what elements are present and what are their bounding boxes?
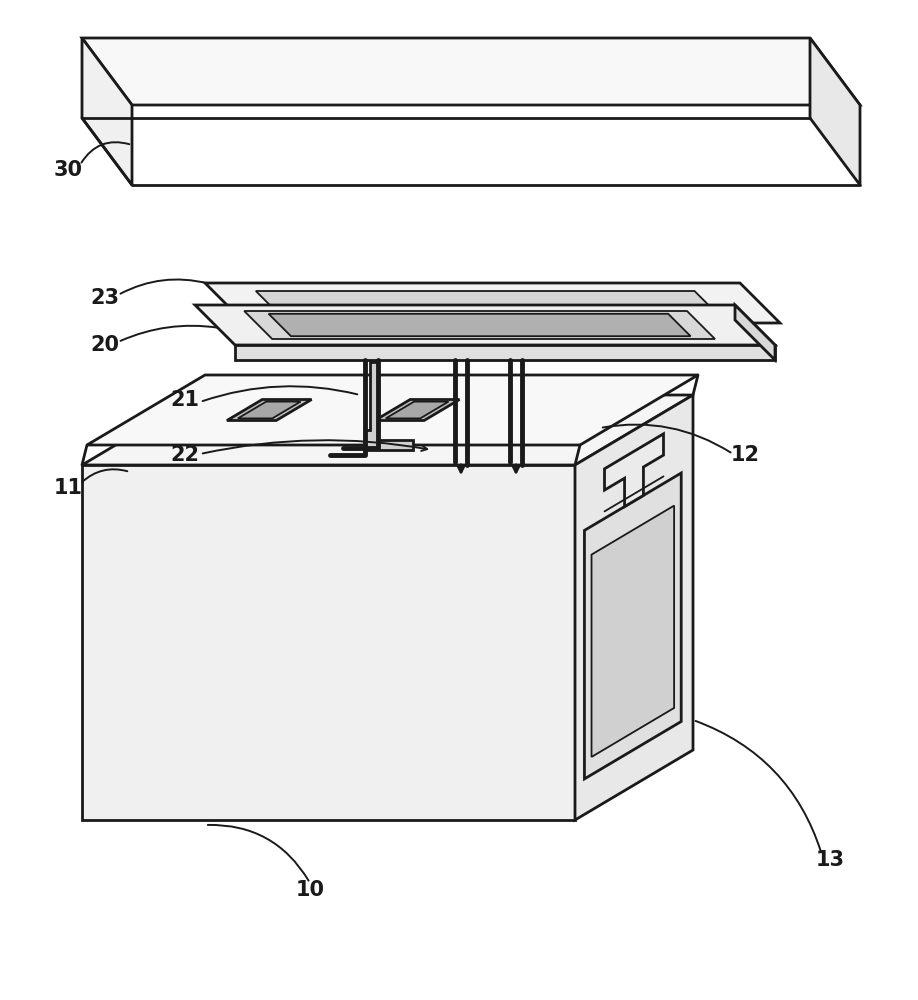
Polygon shape (591, 506, 674, 757)
Polygon shape (810, 38, 860, 185)
Polygon shape (235, 345, 775, 360)
Text: 12: 12 (731, 445, 759, 465)
Polygon shape (244, 311, 715, 339)
Text: 10: 10 (296, 880, 324, 900)
Polygon shape (205, 283, 780, 323)
Polygon shape (82, 465, 575, 820)
Polygon shape (195, 305, 775, 345)
Polygon shape (375, 399, 460, 420)
Text: 21: 21 (171, 390, 199, 410)
Polygon shape (365, 362, 413, 450)
Text: 13: 13 (815, 850, 845, 870)
Text: 30: 30 (53, 160, 83, 180)
Polygon shape (238, 402, 301, 418)
Polygon shape (735, 305, 775, 360)
Polygon shape (604, 434, 664, 507)
Polygon shape (585, 473, 681, 779)
Polygon shape (269, 314, 690, 336)
Polygon shape (386, 402, 449, 418)
Polygon shape (82, 38, 132, 185)
Polygon shape (227, 399, 311, 420)
Polygon shape (575, 395, 693, 820)
Text: 23: 23 (91, 288, 119, 308)
Text: 11: 11 (53, 478, 83, 498)
Text: 20: 20 (91, 335, 119, 355)
Polygon shape (87, 375, 698, 445)
Text: 22: 22 (171, 445, 199, 465)
Polygon shape (82, 395, 693, 465)
Polygon shape (256, 291, 719, 315)
Polygon shape (82, 38, 860, 105)
